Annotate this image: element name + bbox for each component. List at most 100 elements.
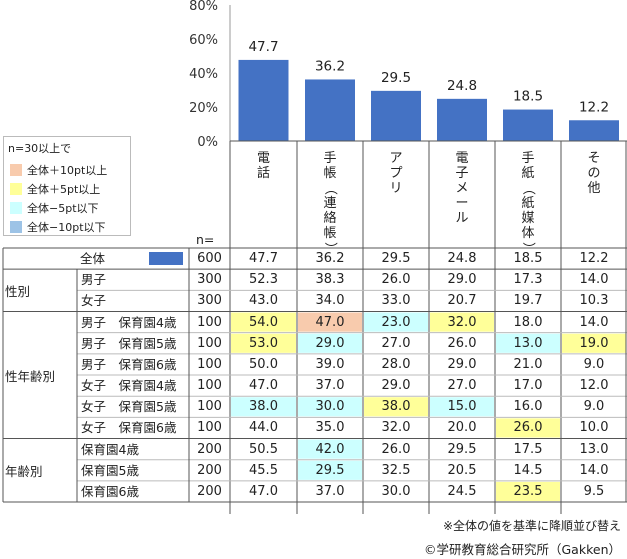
- category-label-char: （: [322, 181, 338, 195]
- table-cell: 29.5: [447, 441, 477, 457]
- table-cell: 23.5: [513, 483, 543, 499]
- row-label: 女子 保育園5歳: [81, 399, 177, 415]
- table-cell: 47.0: [315, 314, 345, 330]
- table-cell: 29.0: [447, 272, 477, 288]
- table-cell: 53.0: [249, 335, 278, 351]
- table-cell: 23.0: [381, 314, 411, 330]
- legend-swatch: [10, 164, 22, 176]
- table-cell: 47.0: [249, 378, 278, 394]
- row-label: 女子 保育園4歳: [81, 378, 177, 394]
- row-n-value: 200: [197, 462, 222, 478]
- legend-swatch: [10, 221, 22, 233]
- table-cell: 26.0: [447, 335, 477, 351]
- table-cell: 27.0: [381, 335, 411, 351]
- row-n-value: 200: [197, 441, 222, 457]
- category-label-char: そ: [587, 151, 601, 166]
- category-label-char: メ: [455, 181, 469, 196]
- bar: [503, 109, 553, 141]
- table-cell: 38.0: [381, 399, 411, 415]
- table-cell: 34.0: [315, 293, 345, 309]
- table-cell: 20.5: [447, 462, 477, 478]
- table-cell: 29.5: [315, 462, 345, 478]
- category-label-char: 絡: [323, 211, 337, 226]
- footnote: ※全体の値を基準に降順並び替え: [442, 519, 621, 533]
- highlight-cell: [231, 312, 296, 332]
- highlight-cell: [231, 397, 296, 417]
- highlight-cell: [496, 333, 560, 353]
- table-cell: 35.0: [315, 420, 345, 436]
- table-cell: 47.7: [249, 251, 278, 266]
- table-cell: 37.0: [315, 378, 345, 394]
- highlight-cell: [298, 460, 362, 480]
- table-cell: 12.2: [579, 251, 609, 266]
- row-n-value: 200: [197, 483, 222, 499]
- bar: [437, 98, 487, 141]
- category-label-char: 帳: [323, 166, 337, 181]
- y-tick-label: 60%: [189, 33, 218, 48]
- row-label: 男子 保育園6歳: [81, 356, 177, 372]
- table-cell: 10.0: [579, 420, 609, 436]
- table-cell: 44.0: [249, 420, 278, 436]
- bar-value-label: 12.2: [579, 99, 609, 115]
- table-cell: 17.5: [513, 441, 543, 457]
- table-cell: 32.0: [381, 420, 411, 436]
- row-label: 男子 保育園4歳: [81, 314, 177, 330]
- table-cell: 18.0: [513, 314, 543, 330]
- legend-label: 全体＋5pt以上: [27, 183, 101, 196]
- table-cell: 33.0: [381, 293, 411, 309]
- category-label-char: プ: [389, 166, 403, 181]
- table-cell: 17.0: [513, 378, 543, 394]
- category-label-char: 連: [323, 196, 337, 211]
- table-cell: 29.0: [447, 356, 477, 372]
- legend-item: 全体−10pt以下: [10, 220, 106, 234]
- row-label: 女子: [81, 293, 107, 309]
- table-cell: 29.0: [381, 378, 411, 394]
- table-cell: 13.0: [513, 335, 543, 351]
- row-n-value: 100: [197, 314, 222, 330]
- table-cell: 19.0: [579, 335, 609, 351]
- table-cell: 18.5: [513, 251, 543, 266]
- n-header: n=: [196, 232, 215, 247]
- y-tick-label: 20%: [189, 101, 218, 116]
- row-label: 女子 保育園6歳: [81, 420, 177, 436]
- category-label-char: 他: [587, 181, 601, 196]
- group-label: 年齢別: [5, 464, 43, 480]
- table-cell: 29.0: [315, 335, 345, 351]
- table-cell: 32.5: [381, 462, 411, 478]
- table-cell: 45.5: [249, 462, 278, 478]
- table-cell: 13.0: [579, 441, 609, 457]
- table-cell: 26.0: [513, 420, 543, 436]
- category-label-char: 紙: [521, 166, 535, 181]
- highlight-cell: [496, 418, 560, 438]
- table-cell: 19.7: [513, 293, 543, 309]
- highlight-cell: [364, 312, 428, 332]
- table-cell: 54.0: [249, 314, 278, 330]
- table-cell: 30.0: [315, 399, 345, 415]
- bar-value-label: 29.5: [381, 70, 411, 86]
- bar: [569, 120, 619, 141]
- table-cell: 9.0: [583, 356, 605, 372]
- y-tick-label: 0%: [197, 135, 218, 150]
- table-cell: 43.0: [249, 293, 278, 309]
- legend-item: 全体−5pt以下: [10, 201, 99, 215]
- highlight-cell: [298, 439, 362, 459]
- category-label-char: （: [520, 181, 536, 195]
- table-cell: 27.0: [447, 378, 477, 394]
- row-label: 男子 保育園5歳: [81, 335, 177, 351]
- category-label-char: の: [587, 166, 601, 181]
- category-label-char: リ: [389, 181, 403, 196]
- category-label-char: 手: [521, 151, 535, 166]
- total-swatch: [149, 252, 183, 265]
- highlight-cell: [298, 333, 362, 353]
- bar-value-label: 24.8: [447, 78, 477, 94]
- table-cell: 47.0: [249, 483, 278, 499]
- table-cell: 52.3: [249, 272, 278, 288]
- bar: [305, 79, 355, 141]
- bar-value-label: 36.2: [315, 58, 345, 74]
- table-cell: 50.0: [249, 356, 278, 372]
- row-label: 保育園4歳: [81, 441, 139, 457]
- source-credit: ©学研教育総合研究所（Gakken）: [424, 542, 621, 557]
- category-label-char: ア: [389, 151, 403, 166]
- table-cell: 38.0: [249, 399, 278, 415]
